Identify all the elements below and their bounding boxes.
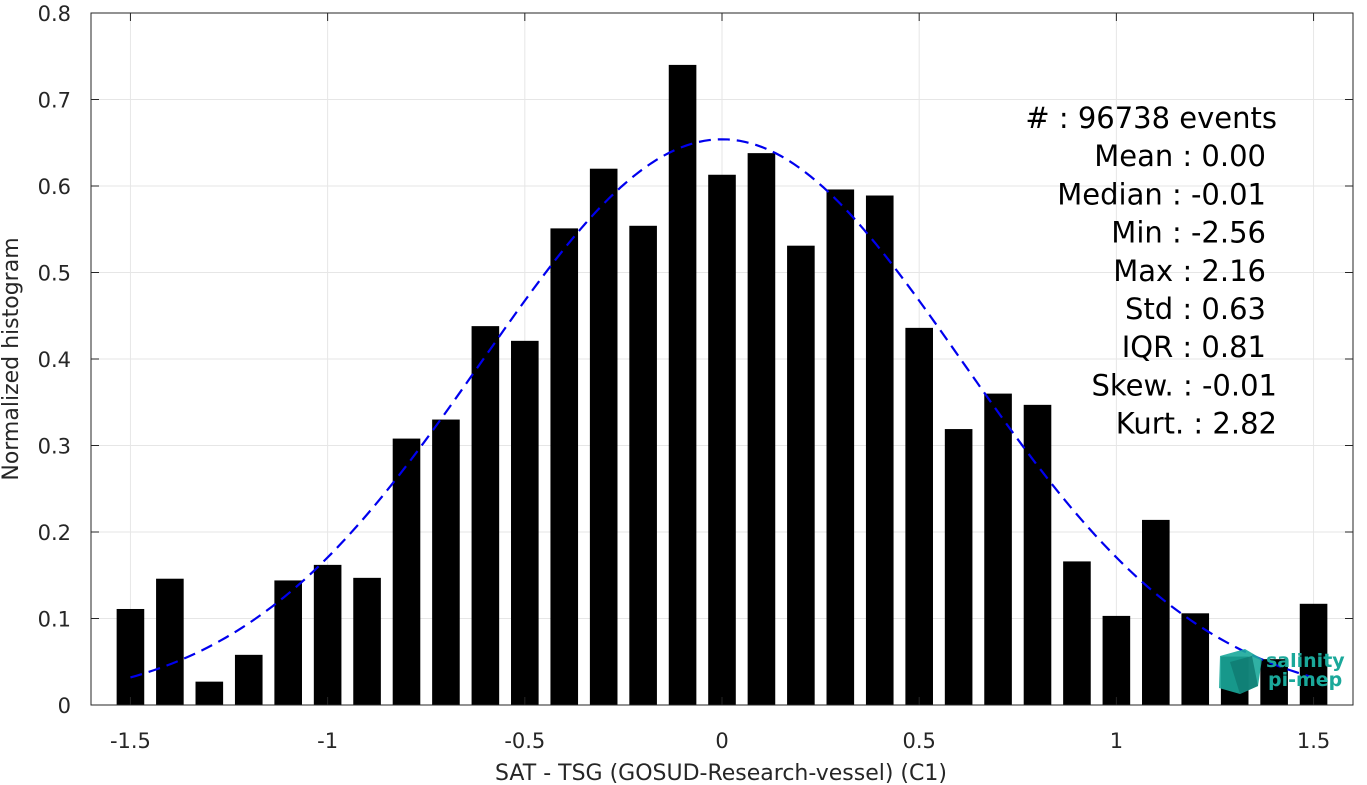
histogram-bar-25 (1102, 615, 1131, 705)
logo-line2: pi-mep (1268, 669, 1342, 691)
histogram-bar-24 (1063, 561, 1091, 705)
x-tick-label-3: 0 (715, 729, 728, 753)
histogram-bar-19 (865, 195, 894, 705)
histogram-bar-22 (984, 393, 1012, 705)
x-tick-label-5: 1 (1110, 729, 1123, 753)
y-tick-label-5: 0.5 (38, 262, 71, 286)
histogram-bar-21 (944, 429, 973, 705)
y-tick-labels: 0 0.1 0.2 0.3 0.4 0.5 0.6 0.7 0.8 (38, 2, 71, 718)
stat-line-0: # : 96738 events (1025, 101, 1277, 135)
x-tick-label-0: -1.5 (110, 729, 151, 753)
y-tick-label-2: 0.2 (38, 521, 71, 545)
stat-line-3: Min : -2.56 (1111, 216, 1266, 250)
histogram-bar-26 (1142, 519, 1170, 705)
x-tick-labels: -1.5 -1 -0.5 0 0.5 1 1.5 (110, 729, 1330, 753)
histogram-bar-8 (432, 419, 460, 705)
axis-ticks (91, 12, 1353, 706)
histogram-bar-20 (905, 327, 933, 705)
statistics-panel: # : 96738 events Mean : 0.00 Median : -0.0… (1025, 101, 1277, 441)
stat-line-6: IQR : 0.81 (1122, 330, 1266, 364)
histogram-bar-3 (234, 654, 263, 705)
x-tick-label-4: 0.5 (902, 729, 935, 753)
salinity-pimep-logo: salinity pi-mep (1219, 649, 1345, 694)
logo-mark-shade-icon (1230, 656, 1258, 694)
histogram-bars (116, 64, 1328, 706)
y-axis-title: Normalized histogram (0, 237, 24, 480)
stat-line-7: Skew. : -0.01 (1091, 368, 1277, 402)
histogram-bar-4 (274, 580, 302, 705)
stat-line-4: Max : 2.16 (1113, 254, 1266, 288)
histogram-bar-15 (708, 174, 736, 705)
histogram-bar-27 (1181, 613, 1210, 705)
histogram-bar-17 (787, 245, 815, 705)
histogram-bar-5 (313, 564, 342, 705)
y-tick-label-6: 0.6 (38, 175, 71, 199)
histogram-bar-30 (1299, 603, 1328, 705)
gaussian-fit-curve (130, 138, 1314, 679)
y-tick-label-0: 0 (58, 694, 71, 718)
stat-line-5: Std : 0.63 (1125, 292, 1266, 326)
histogram-bar-2 (195, 681, 224, 705)
y-tick-label-4: 0.4 (38, 348, 71, 372)
histogram-bar-1 (156, 578, 184, 705)
y-tick-label-3: 0.3 (38, 435, 71, 459)
histogram-bar-12 (589, 168, 618, 705)
histogram-bar-10 (511, 340, 539, 705)
logo-line1: salinity (1266, 650, 1345, 672)
x-tick-label-2: -0.5 (504, 729, 545, 753)
histogram-bar-13 (629, 225, 657, 706)
stat-line-8: Kurt. : 2.82 (1116, 407, 1277, 441)
histogram-bar-23 (1023, 404, 1052, 705)
x-tick-label-1: -1 (317, 729, 338, 753)
y-tick-label-8: 0.8 (38, 2, 71, 26)
y-tick-label-7: 0.7 (38, 89, 71, 113)
stat-line-1: Mean : 0.00 (1094, 139, 1266, 173)
histogram-bar-0 (116, 608, 145, 705)
histogram-bar-11 (550, 228, 579, 705)
histogram-bar-29 (1260, 659, 1288, 705)
x-axis-title: SAT - TSG (GOSUD-Research-vessel) (C1) (495, 761, 947, 785)
histogram-bar-18 (826, 189, 855, 705)
stat-line-2: Median : -0.01 (1057, 177, 1266, 211)
histogram-bar-6 (353, 577, 381, 705)
histogram-bar-7 (392, 438, 421, 705)
histogram-bar-16 (747, 153, 776, 705)
x-tick-label-6: 1.5 (1297, 729, 1330, 753)
y-tick-label-1: 0.1 (38, 608, 71, 632)
histogram-bar-14 (668, 64, 697, 705)
histogram-bar-9 (471, 326, 500, 705)
